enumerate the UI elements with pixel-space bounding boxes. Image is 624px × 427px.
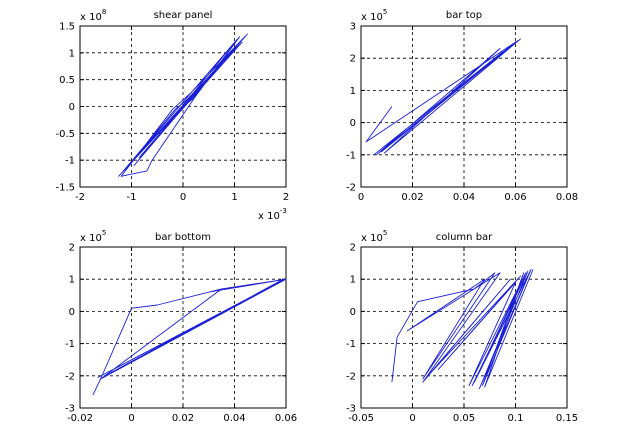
x-multiplier-1: x 10-3 — [258, 207, 287, 222]
x-tick-label: 0 — [358, 192, 364, 203]
x-tick-label: -0.05 — [348, 413, 374, 424]
series-line — [391, 269, 534, 390]
series-3 — [92, 278, 287, 396]
ticks-1: -2 -1 0 1 2 -1.5 -1 -0.5 0 0.5 1 1.5 — [55, 22, 289, 204]
x-tick-label: -2 — [75, 192, 85, 203]
y-tick-label: 1 — [69, 48, 75, 59]
y-tick-label: 1 — [350, 86, 356, 97]
x-tick-label: 0.06 — [275, 413, 297, 424]
title-3: bar bottom — [155, 232, 211, 243]
ticks-2: 0 0.02 0.04 0.06 0.08 -2 -1 0 1 2 3 — [346, 22, 578, 204]
series-2 — [365, 38, 521, 156]
x-tick-label: -1 — [127, 192, 137, 203]
subplot-bar-top: 0 0.02 0.04 0.06 0.08 -2 -1 0 1 2 3 bar top x 105 — [346, 8, 578, 203]
x-tick-label: 1 — [231, 192, 237, 203]
y-tick-label: 0 — [69, 307, 75, 318]
x-tick-label: 0.02 — [401, 192, 423, 203]
series-4 — [391, 269, 534, 390]
subplot-shear-panel: -2 -1 0 1 2 -1.5 -1 -0.5 0 0.5 1 1.5 shear panel x … — [55, 8, 289, 222]
y-tick-label: -1 — [65, 339, 75, 350]
x-tick-label: 0.02 — [172, 413, 194, 424]
y-tick-label: 2 — [69, 243, 75, 254]
grid-3 — [80, 247, 286, 408]
y-tick-label: -1 — [346, 150, 356, 161]
y-tick-label: 0 — [69, 102, 75, 113]
y-tick-label: -2 — [65, 371, 75, 382]
y-multiplier-3: x 105 — [80, 229, 106, 244]
title-2: bar top — [446, 10, 482, 21]
subplot-column-bar: -0.05 0 0.05 0.1 0.15 -3 -2 -1 0 1 2 column bar x … — [346, 229, 578, 424]
y-multiplier-4: x 105 — [361, 229, 387, 244]
y-tick-label: 2 — [350, 54, 356, 65]
series-line — [92, 278, 287, 396]
y-tick-label: -0.5 — [55, 129, 75, 140]
ticks-4: -0.05 0 0.05 0.1 0.15 -3 -2 -1 0 1 2 — [346, 243, 578, 425]
y-tick-label: 2 — [350, 243, 356, 254]
y-tick-label: -3 — [65, 404, 75, 415]
y-tick-label: 1 — [69, 275, 75, 286]
x-tick-label: 0.04 — [223, 413, 245, 424]
x-tick-label: 0 — [128, 413, 134, 424]
ticks-3: -0.02 0 0.02 0.04 0.06 -3 -2 -1 0 1 2 — [65, 243, 297, 425]
subplot-bar-bottom: -0.02 0 0.02 0.04 0.06 -3 -2 -1 0 1 2 bar bottom x… — [65, 229, 297, 424]
y-tick-label: -3 — [346, 404, 356, 415]
x-tick-label: -0.02 — [67, 413, 93, 424]
series-line — [118, 33, 248, 177]
x-tick-label: 0 — [409, 413, 415, 424]
y-tick-label: 0 — [350, 118, 356, 129]
y-tick-label: -1 — [65, 156, 75, 167]
x-tick-label: 0.08 — [556, 192, 578, 203]
x-tick-label: 0.1 — [508, 413, 524, 424]
series-line — [365, 38, 521, 156]
y-tick-label: -1 — [346, 339, 356, 350]
y-tick-label: 1 — [350, 275, 356, 286]
y-multiplier-2: x 105 — [361, 8, 387, 23]
series-1 — [118, 33, 248, 177]
title-4: column bar — [436, 232, 493, 243]
grid-2 — [361, 26, 567, 187]
title-1: shear panel — [154, 10, 213, 21]
x-tick-label: 0.15 — [556, 413, 578, 424]
y-multiplier-1: x 108 — [80, 8, 106, 23]
y-tick-label: 0.5 — [59, 75, 75, 86]
y-tick-label: 3 — [350, 22, 356, 33]
y-tick-label: -2 — [346, 371, 356, 382]
y-tick-label: 0 — [350, 307, 356, 318]
x-tick-label: 0.04 — [453, 192, 475, 203]
x-tick-label: 2 — [283, 192, 289, 203]
y-tick-label: -2 — [346, 183, 356, 194]
x-tick-label: 0.06 — [504, 192, 526, 203]
x-tick-label: 0.05 — [453, 413, 475, 424]
x-tick-label: 0 — [180, 192, 186, 203]
y-tick-label: -1.5 — [55, 183, 75, 194]
y-tick-label: 1.5 — [59, 22, 75, 33]
